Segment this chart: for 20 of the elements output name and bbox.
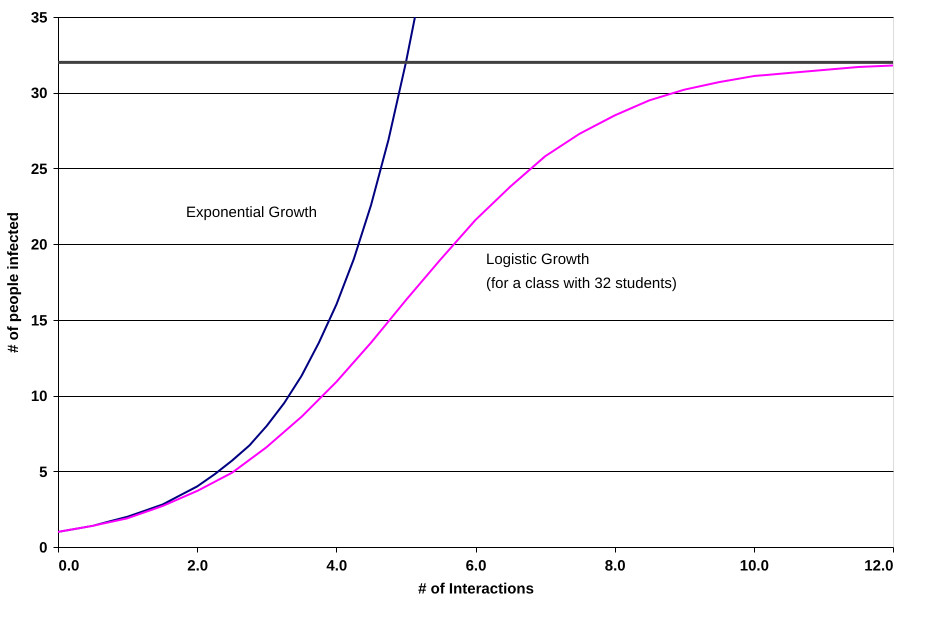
x-tick-label: 2.0 <box>187 558 208 574</box>
x-tick-label: 0.0 <box>58 558 80 574</box>
y-tick-label: 35 <box>30 10 48 26</box>
x-tick-label: 12.0 <box>864 558 894 574</box>
annotation: (for a class with 32 students) <box>486 275 677 292</box>
x-tick-label: 6.0 <box>466 558 486 574</box>
y-tick-label: 10 <box>30 388 48 406</box>
x-axis-title: # of Interactions <box>418 580 534 598</box>
x-tick-label: 10.0 <box>740 558 769 574</box>
y-tick-label: 0 <box>39 540 48 556</box>
annotation: Exponential Growth <box>186 204 317 221</box>
y-tick-label: 30 <box>30 85 48 102</box>
y-tick-label: 5 <box>39 464 48 481</box>
x-tick-label: 4.0 <box>326 558 348 574</box>
y-tick-label: 15 <box>30 312 48 330</box>
y-tick-label: 20 <box>30 236 48 254</box>
annotation: Logistic Growth <box>486 251 590 268</box>
x-tick-label: 8.0 <box>604 558 626 574</box>
y-axis-title: # of people infected <box>4 212 22 353</box>
y-tick-label: 25 <box>30 160 48 178</box>
